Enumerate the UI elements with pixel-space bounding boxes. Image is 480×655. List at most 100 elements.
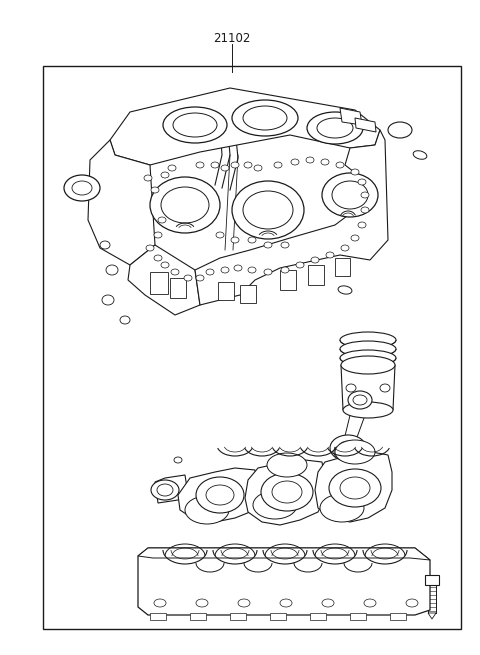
Polygon shape — [315, 452, 392, 522]
Polygon shape — [344, 407, 368, 440]
Ellipse shape — [102, 295, 114, 305]
Ellipse shape — [322, 599, 334, 607]
Ellipse shape — [340, 341, 396, 357]
Ellipse shape — [364, 599, 376, 607]
Ellipse shape — [248, 267, 256, 273]
Ellipse shape — [157, 484, 173, 496]
Ellipse shape — [161, 262, 169, 268]
Ellipse shape — [264, 242, 272, 248]
Ellipse shape — [243, 191, 293, 229]
Ellipse shape — [317, 118, 353, 138]
Ellipse shape — [267, 453, 307, 477]
Ellipse shape — [281, 267, 289, 273]
Polygon shape — [155, 475, 188, 503]
Ellipse shape — [184, 275, 192, 281]
Ellipse shape — [64, 175, 100, 201]
Ellipse shape — [281, 242, 289, 248]
Ellipse shape — [272, 481, 302, 503]
Polygon shape — [138, 548, 430, 615]
Ellipse shape — [348, 391, 372, 409]
Ellipse shape — [243, 106, 287, 130]
Polygon shape — [150, 272, 168, 294]
Polygon shape — [230, 613, 246, 620]
Ellipse shape — [196, 477, 244, 513]
Polygon shape — [88, 140, 155, 265]
Polygon shape — [280, 270, 296, 290]
Ellipse shape — [335, 440, 375, 464]
Ellipse shape — [206, 485, 234, 505]
Ellipse shape — [171, 269, 179, 275]
Ellipse shape — [254, 165, 262, 171]
Ellipse shape — [158, 217, 166, 223]
Polygon shape — [110, 88, 380, 165]
Ellipse shape — [154, 255, 162, 261]
Ellipse shape — [234, 265, 242, 271]
Ellipse shape — [353, 395, 367, 405]
Ellipse shape — [361, 207, 369, 213]
Ellipse shape — [120, 316, 130, 324]
Polygon shape — [178, 468, 258, 522]
Ellipse shape — [150, 177, 220, 233]
Polygon shape — [350, 613, 366, 620]
Polygon shape — [425, 575, 439, 585]
Polygon shape — [245, 460, 325, 525]
Polygon shape — [170, 278, 186, 298]
Ellipse shape — [346, 384, 356, 392]
Polygon shape — [128, 245, 200, 315]
Ellipse shape — [351, 169, 359, 175]
Polygon shape — [195, 130, 388, 305]
Ellipse shape — [336, 162, 344, 168]
Ellipse shape — [161, 187, 209, 223]
Polygon shape — [138, 548, 430, 560]
Ellipse shape — [413, 151, 427, 159]
Polygon shape — [240, 285, 256, 303]
Ellipse shape — [274, 162, 282, 168]
Ellipse shape — [321, 159, 329, 165]
Ellipse shape — [341, 356, 395, 374]
Ellipse shape — [231, 162, 239, 168]
Ellipse shape — [388, 122, 412, 138]
Ellipse shape — [311, 257, 319, 263]
Ellipse shape — [332, 181, 368, 209]
Ellipse shape — [343, 402, 393, 418]
Ellipse shape — [338, 441, 358, 455]
Ellipse shape — [185, 496, 229, 524]
Ellipse shape — [291, 159, 299, 165]
Ellipse shape — [232, 100, 298, 136]
Ellipse shape — [358, 179, 366, 185]
Ellipse shape — [280, 599, 292, 607]
Ellipse shape — [326, 252, 334, 258]
Ellipse shape — [253, 491, 297, 519]
Ellipse shape — [163, 107, 227, 143]
Ellipse shape — [338, 286, 352, 294]
Polygon shape — [150, 613, 166, 620]
Ellipse shape — [330, 435, 366, 461]
Ellipse shape — [264, 269, 272, 275]
Ellipse shape — [168, 165, 176, 171]
Ellipse shape — [329, 469, 381, 507]
Ellipse shape — [196, 599, 208, 607]
Ellipse shape — [161, 172, 169, 178]
Ellipse shape — [196, 162, 204, 168]
Ellipse shape — [340, 477, 370, 499]
Ellipse shape — [248, 237, 256, 243]
Ellipse shape — [334, 447, 340, 457]
Ellipse shape — [244, 162, 252, 168]
Polygon shape — [308, 265, 324, 285]
Ellipse shape — [296, 262, 304, 268]
Ellipse shape — [341, 245, 349, 251]
Ellipse shape — [307, 112, 363, 144]
Ellipse shape — [72, 181, 92, 195]
Polygon shape — [340, 108, 362, 125]
Bar — [43, 66, 461, 629]
Ellipse shape — [144, 175, 152, 181]
Ellipse shape — [232, 181, 304, 239]
Ellipse shape — [196, 275, 204, 281]
Ellipse shape — [106, 265, 118, 275]
Ellipse shape — [380, 384, 390, 392]
Ellipse shape — [216, 232, 224, 238]
Ellipse shape — [320, 494, 364, 522]
Ellipse shape — [211, 162, 219, 168]
Ellipse shape — [406, 599, 418, 607]
Ellipse shape — [306, 157, 314, 163]
